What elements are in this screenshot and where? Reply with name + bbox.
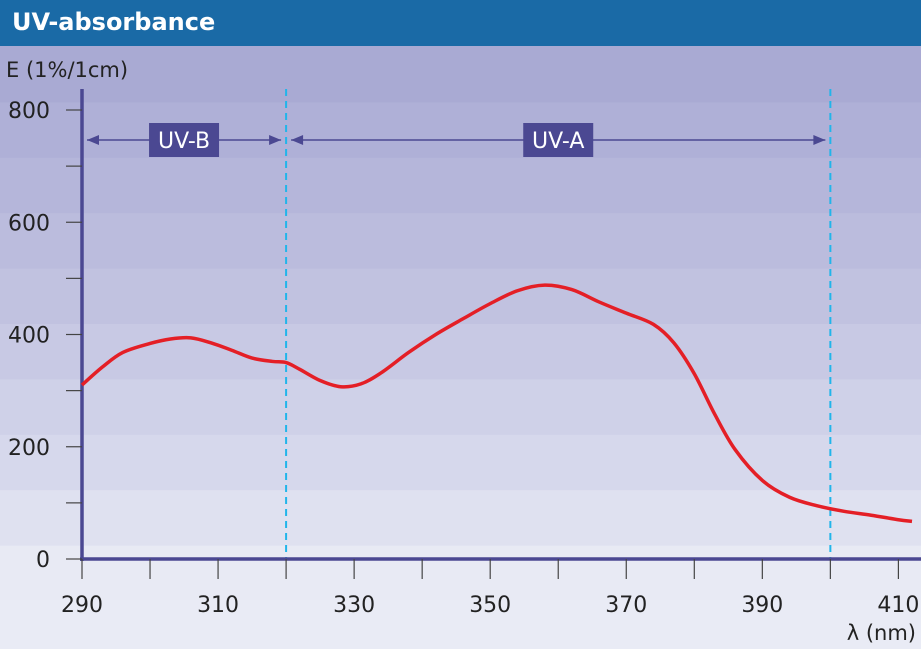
background-band [0, 46, 921, 103]
background-band [0, 433, 921, 491]
x-tick-label: 310 [197, 593, 239, 618]
band-arrow-head-left [87, 135, 99, 145]
background-band [0, 101, 921, 158]
background-band [0, 212, 921, 269]
y-tick-label: 400 [8, 324, 50, 349]
band-label-box [149, 123, 220, 157]
background-band [0, 323, 921, 380]
band-arrow-head-right [269, 135, 282, 145]
y-tick-label: 200 [8, 436, 50, 461]
background-band [0, 378, 921, 435]
y-axis-label: E (1%/1cm) [6, 58, 128, 82]
y-tick-label: 600 [8, 211, 50, 236]
background-band [0, 489, 921, 546]
y-tick-label: 800 [8, 99, 50, 124]
x-tick-label: 350 [469, 593, 511, 618]
x-tick-label: 290 [61, 593, 103, 618]
background-band [0, 267, 921, 324]
x-tick-label: 410 [877, 593, 919, 618]
background-band [0, 600, 921, 649]
band-label-box [523, 123, 594, 157]
band-label: UV-B [158, 129, 210, 154]
x-axis-label: λ (nm) [847, 621, 916, 645]
y-tick-label: 0 [36, 548, 50, 573]
band-label: UV-A [532, 129, 584, 154]
chart-title: UV-absorbance [12, 8, 216, 36]
background-band [0, 156, 921, 214]
band-arrow-head-left [291, 135, 304, 145]
x-tick-label: 330 [333, 593, 375, 618]
band-arrow-head-right [813, 135, 826, 145]
x-tick-label: 370 [605, 593, 647, 618]
absorbance-series-line [80, 283, 913, 524]
background-band [0, 544, 921, 601]
x-tick-label: 390 [741, 593, 783, 618]
title-bar: UV-absorbance [0, 0, 921, 46]
